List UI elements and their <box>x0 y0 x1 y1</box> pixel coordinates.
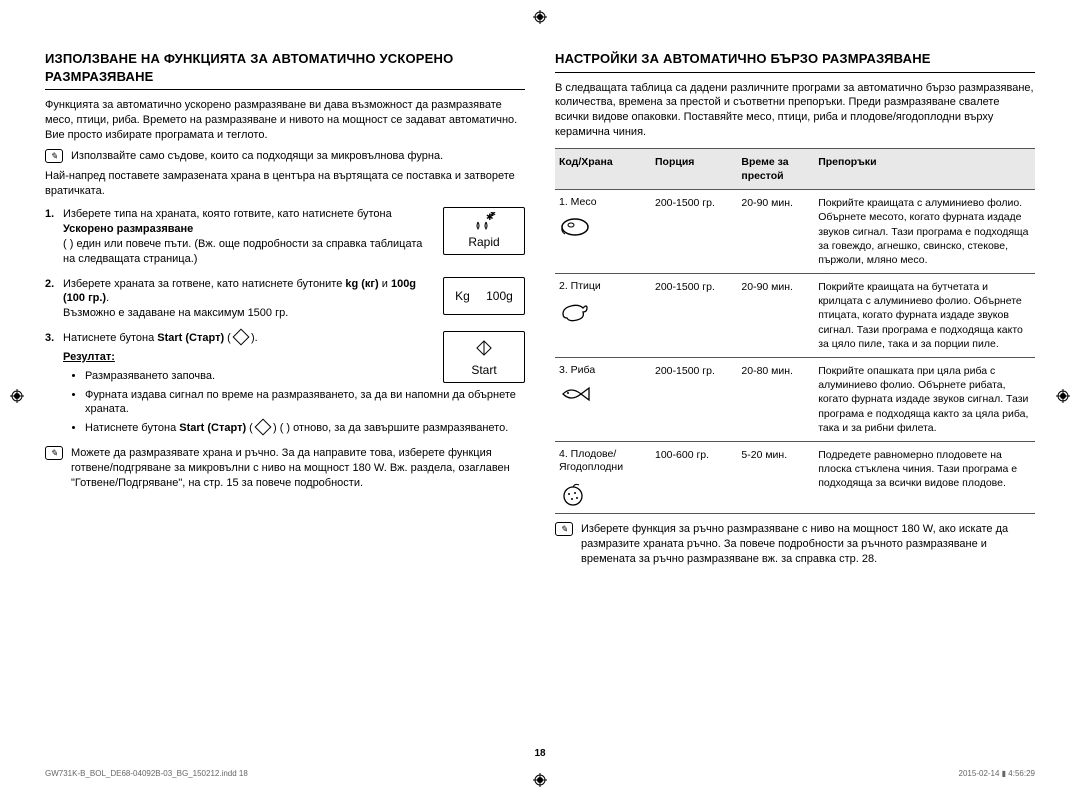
step1-bold: Ускорено размразяване <box>63 223 193 235</box>
step1-b: ( ) един или повече пъти. (Вж. още подро… <box>63 238 422 265</box>
step3-bold: Start (Старт) <box>157 332 224 344</box>
note-manual: ✎ Можете да размразявате храна и ръчно. … <box>45 446 525 491</box>
rapid-label: Rapid <box>468 234 499 250</box>
cell-portion: 200-1500 гр. <box>651 190 737 274</box>
cell-rec: Покрийте краищата на бутчетата и крилцат… <box>814 274 1035 358</box>
cell-portion: 200-1500 гр. <box>651 274 737 358</box>
rapid-button-icon: ✱✱ Rapid <box>443 207 525 255</box>
step2-a: Изберете храната за готвене, като натисн… <box>63 278 345 290</box>
note-oven-safe: ✎ Използвайте само съдове, които са подх… <box>45 149 525 164</box>
cell-time: 5-20 мин. <box>737 441 814 513</box>
left-intro: Функцията за автоматично ускорено размра… <box>45 98 525 143</box>
page-columns: ИЗПОЛЗВАНЕ НА ФУНКЦИЯТА ЗА АВТОМАТИЧНО У… <box>45 50 1035 573</box>
cell-rec: Подредете равномерно плодовете на плоска… <box>814 441 1035 513</box>
reg-mark-left <box>10 389 24 403</box>
table-row: 2. Птици200-1500 гр.20-90 мин.Покрийте к… <box>555 274 1035 358</box>
bullet-1: Размразяването започва. <box>85 369 435 384</box>
result-bullets-2: Фурната издава сигнал по време на размра… <box>85 388 525 437</box>
kg-label: Kg <box>455 288 470 304</box>
th-rec: Препоръки <box>814 148 1035 189</box>
bullet-3: Натиснете бутона Start (Старт) ( ) ( ) о… <box>85 421 525 436</box>
note-icon-3: ✎ <box>555 522 573 536</box>
svg-text:✱: ✱ <box>490 212 496 218</box>
defrost-table: Код/Храна Порция Време за престой Препор… <box>555 148 1035 514</box>
kg-100g-button-icon: Kg 100g <box>443 277 525 315</box>
imprint-bar: GW731K-B_BOL_DE68-04092B-03_BG_150212.in… <box>45 769 1035 780</box>
left-column: ИЗПОЛЗВАНЕ НА ФУНКЦИЯТА ЗА АВТОМАТИЧНО У… <box>45 50 525 573</box>
reg-mark-right <box>1056 389 1070 403</box>
cell-portion: 200-1500 гр. <box>651 357 737 441</box>
cell-time: 20-90 мин. <box>737 274 814 358</box>
right-intro: В следващата таблица са дадени различнит… <box>555 81 1035 140</box>
pre-text: Най-напред поставете замразената храна в… <box>45 169 525 199</box>
note-bottom: ✎ Изберете функция за ръчно размразяване… <box>555 522 1035 567</box>
table-row: 3. Риба200-1500 гр.20-80 мин.Покрийте оп… <box>555 357 1035 441</box>
result-bullets: Размразяването започва. <box>85 369 435 384</box>
steps-list: Изберете типа на храната, която готвите,… <box>45 207 525 436</box>
note-text: Използвайте само съдове, които са подход… <box>71 149 443 164</box>
cell-time: 20-90 мин. <box>737 190 814 274</box>
note-bottom-text: Изберете функция за ръчно размразяване с… <box>581 522 1035 567</box>
step2-and: и <box>379 278 391 290</box>
table-row: 4. Плодове/ Ягодоплодни100-600 гр.5-20 м… <box>555 441 1035 513</box>
imprint-left: GW731K-B_BOL_DE68-04092B-03_BG_150212.in… <box>45 769 248 780</box>
note-icon-2: ✎ <box>45 446 63 460</box>
step3-a: Натиснете бутона <box>63 332 157 344</box>
start-button-icon: Start <box>443 331 525 383</box>
cell-code: 1. Месо <box>555 190 651 274</box>
cell-time: 20-80 мин. <box>737 357 814 441</box>
diamond-icon <box>232 329 249 346</box>
step1-a: Изберете типа на храната, която готвите,… <box>63 208 392 220</box>
step-3: Натиснете бутона Start (Старт) ( ). Резу… <box>45 331 525 436</box>
cell-portion: 100-600 гр. <box>651 441 737 513</box>
th-time: Време за престой <box>737 148 814 189</box>
page-number: 18 <box>0 747 1080 761</box>
cell-code: 2. Птици <box>555 274 651 358</box>
step2-b: . <box>106 292 109 304</box>
right-column: НАСТРОЙКИ ЗА АВТОМАТИЧНО БЪРЗО РАЗМРАЗЯВ… <box>555 50 1035 573</box>
fruit-icon <box>559 481 647 507</box>
cell-rec: Покрийте краищата с алуминиево фолио. Об… <box>814 190 1035 274</box>
reg-mark-top <box>533 10 547 24</box>
table-header-row: Код/Храна Порция Време за престой Препор… <box>555 148 1035 189</box>
step-1: Изберете типа на храната, която готвите,… <box>45 207 525 266</box>
diamond-icon-2 <box>254 419 271 436</box>
imprint-right: 2015-02-14 ▮ 4:56:29 <box>959 769 1035 780</box>
cell-code: 4. Плодове/ Ягодоплодни <box>555 441 651 513</box>
poultry-icon <box>559 300 647 324</box>
result-label: Резултат: <box>63 350 435 365</box>
snowflake-drops-icon: ✱✱ <box>472 212 496 232</box>
cell-rec: Покрийте опашката при цяла риба с алумин… <box>814 357 1035 441</box>
table-row: 1. Месо200-1500 гр.20-90 мин.Покрийте кр… <box>555 190 1035 274</box>
note-icon: ✎ <box>45 149 63 163</box>
right-heading: НАСТРОЙКИ ЗА АВТОМАТИЧНО БЪРЗО РАЗМРАЗЯВ… <box>555 50 1035 73</box>
step2-bold1: kg (кг) <box>345 278 378 290</box>
th-code: Код/Храна <box>555 148 651 189</box>
cell-code: 3. Риба <box>555 357 651 441</box>
bullet-2: Фурната издава сигнал по време на размра… <box>85 388 525 418</box>
fish-icon <box>559 384 647 404</box>
th-portion: Порция <box>651 148 737 189</box>
meat-icon <box>559 216 647 238</box>
start-diamond-icon <box>472 336 496 360</box>
step2-c: Възможно е задаване на максимум 1500 гр. <box>63 307 288 319</box>
start-label: Start <box>471 362 496 378</box>
note-manual-text: Можете да размразявате храна и ръчно. За… <box>71 446 525 491</box>
g100-label: 100g <box>486 288 513 304</box>
left-heading: ИЗПОЛЗВАНЕ НА ФУНКЦИЯТА ЗА АВТОМАТИЧНО У… <box>45 50 525 90</box>
step-2: Изберете храната за готвене, като натисн… <box>45 277 525 322</box>
